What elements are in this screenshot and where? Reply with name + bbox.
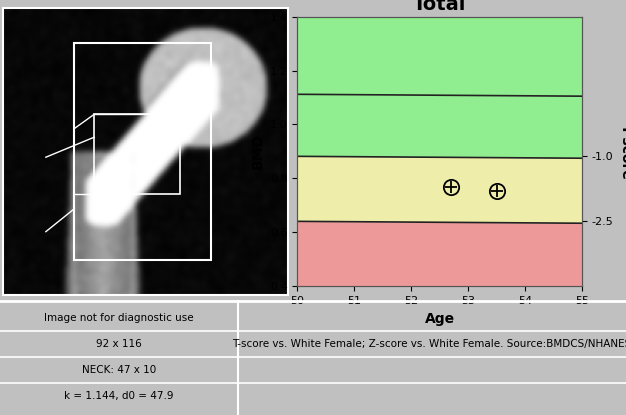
X-axis label: Age: Age [424, 312, 455, 326]
Bar [74, 43, 211, 260]
Y-axis label: BMD: BMD [250, 134, 264, 169]
Text: T-score vs. White Female; Z-score vs. White Female. Source:BMDCS/NHANES: T-score vs. White Female; Z-score vs. Wh… [232, 339, 626, 349]
Y-axis label: T-score: T-score [619, 124, 626, 179]
Text: k = 1.144, d0 = 47.9: k = 1.144, d0 = 47.9 [64, 391, 173, 401]
Text: NECK: 47 x 10: NECK: 47 x 10 [82, 365, 156, 375]
Bar [95, 114, 180, 194]
Text: Image not for diagnostic use: Image not for diagnostic use [44, 312, 194, 323]
Text: 92 x 116: 92 x 116 [96, 339, 142, 349]
Title: Total: Total [413, 0, 466, 14]
